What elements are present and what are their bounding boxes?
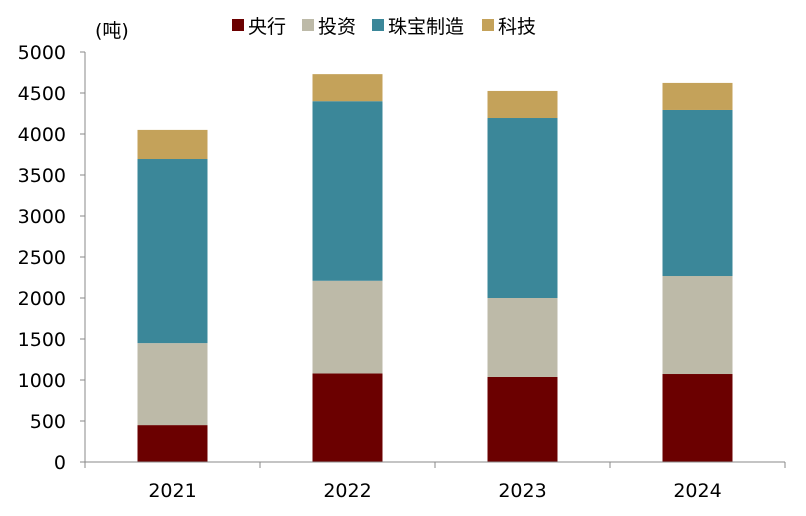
legend-swatch bbox=[372, 19, 384, 31]
legend-label: 科技 bbox=[498, 16, 536, 38]
y-tick-label: 3000 bbox=[18, 206, 66, 228]
bar-2023-series-1 bbox=[487, 298, 558, 377]
bar-2021-series-3 bbox=[137, 129, 208, 160]
y-tick-label: 500 bbox=[30, 411, 66, 433]
legend-swatch bbox=[232, 19, 244, 31]
y-tick-label: 2000 bbox=[18, 288, 66, 310]
bar-2023-series-0 bbox=[487, 376, 558, 462]
bar-2022-series-0 bbox=[312, 373, 383, 462]
bar-2021-series-1 bbox=[137, 343, 208, 426]
bar-2021-series-0 bbox=[137, 425, 208, 462]
bars bbox=[137, 74, 733, 462]
y-tick-label: 3500 bbox=[18, 165, 66, 187]
y-tick-label: 4500 bbox=[18, 83, 66, 105]
bar-2022-series-2 bbox=[312, 101, 383, 281]
bar-2023-series-2 bbox=[487, 118, 558, 298]
bar-2024-series-1 bbox=[662, 276, 733, 375]
bar-2024-series-3 bbox=[662, 82, 733, 110]
y-tick-label: 1500 bbox=[18, 329, 66, 351]
x-tick-label: 2023 bbox=[498, 480, 546, 502]
x-tick-label: 2022 bbox=[323, 480, 371, 502]
y-unit-label: (吨) bbox=[95, 20, 129, 42]
y-tick-label: 1000 bbox=[18, 370, 66, 392]
legend-label: 投资 bbox=[318, 16, 356, 38]
legend-label: 珠宝制造 bbox=[388, 16, 464, 38]
y-tick-label: 2500 bbox=[18, 247, 66, 269]
bar-2024-series-2 bbox=[662, 109, 733, 277]
bar-2021-series-2 bbox=[137, 159, 208, 344]
x-tick-label: 2024 bbox=[673, 480, 721, 502]
bar-2022-series-1 bbox=[312, 280, 383, 374]
bar-2024-series-0 bbox=[662, 374, 733, 462]
legend-label: 央行 bbox=[248, 16, 286, 38]
y-tick-label: 5000 bbox=[18, 42, 66, 64]
axes: 0 500 1000 1500 2000 2500 3000 3500 4000 4500 5000… bbox=[18, 42, 786, 502]
y-tick-label: 4000 bbox=[18, 124, 66, 146]
bar-2022-series-3 bbox=[312, 74, 383, 102]
legend-swatch bbox=[482, 19, 494, 31]
legend-swatch bbox=[302, 19, 314, 31]
legend: 央行 投资 珠宝制造 科技 bbox=[232, 16, 536, 38]
bar-2023-series-3 bbox=[487, 90, 558, 119]
x-tick-label: 2021 bbox=[148, 480, 196, 502]
y-tick-label: 0 bbox=[54, 452, 66, 474]
